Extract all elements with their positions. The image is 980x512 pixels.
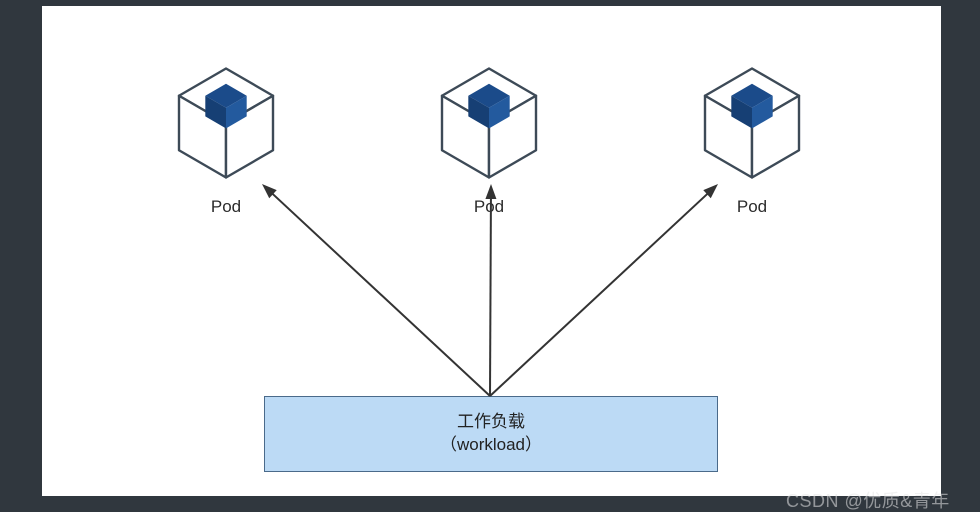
pod-label-left: Pod bbox=[196, 197, 256, 217]
pod-label-center: Pod bbox=[459, 197, 519, 217]
page-background: Pod Pod Pod 工作负载 （workload） CSDN @优质&青年 bbox=[0, 0, 980, 512]
pod-label-right: Pod bbox=[722, 197, 782, 217]
workload-box: 工作负载 （workload） bbox=[264, 396, 718, 472]
workload-title: 工作负载 bbox=[265, 411, 717, 434]
watermark-text: CSDN @优质&青年 bbox=[786, 487, 950, 512]
workload-subtitle: （workload） bbox=[265, 434, 717, 457]
